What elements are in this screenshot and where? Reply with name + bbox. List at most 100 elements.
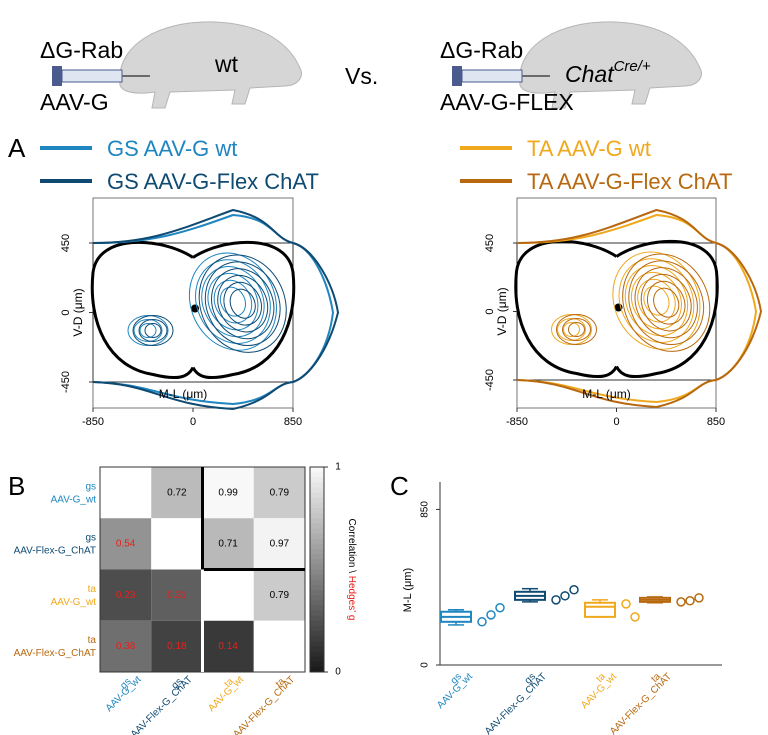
y-axis-label: V-D (μm) [495,287,509,335]
x-axis-label: M-L (μm) [582,387,630,401]
colorbar-step [310,554,324,560]
marginal-density [292,242,335,383]
colorbar-step [310,492,324,499]
heatmap-value: 0.72 [167,487,187,498]
contour [622,253,711,352]
heatmap-cell-empty [151,518,203,570]
contour [557,318,586,341]
y-tick-label: 450 [484,234,496,252]
contour [139,323,157,338]
marginal-density [516,213,717,244]
contour [133,319,163,342]
heatmap-cell [253,467,305,519]
heatmap-cell [253,569,305,621]
legend-label: GS AAV-G wt [107,136,237,161]
colorbar-step [310,625,324,632]
data-point [569,585,579,595]
y-tick-label: 0 [420,662,431,668]
plot-axes [516,242,717,381]
panel-label: C [390,471,409,501]
row-label: gs [85,481,96,492]
heatmap-cell [100,569,152,621]
data-point [486,610,496,620]
y-tick-label: -450 [484,369,496,391]
contour [211,268,275,340]
category-label: AAV-Flex-G_ChAT [608,671,674,735]
colorbar-step [310,610,324,617]
colorbar-step [310,559,324,565]
heatmap-cell-empty [253,620,305,672]
header-text: AAV-G [40,89,109,115]
colorbar-step [310,487,324,494]
colorbar-step [310,518,324,524]
colorbar-step [310,549,324,555]
data-point [477,617,487,627]
x-tick-label: 0 [190,416,196,428]
y-axis-label: M-L (μm) [402,568,414,612]
colorbar-step [310,661,324,668]
heatmap-cell-empty [100,467,152,519]
row-label: AAV-Flex-G_ChAT [14,648,96,659]
colorbar-step [310,543,324,550]
marginal-density [715,242,763,381]
contour [223,281,262,326]
contour [195,259,271,344]
data-point [685,596,695,606]
contour [219,286,247,317]
contour [188,252,277,351]
colorbar-step [310,497,324,504]
marginal-density [292,242,340,383]
heatmap-cell [202,467,254,519]
row-label: ta [88,635,97,646]
header-text: ΔG-Rab [40,37,123,63]
contour [568,322,585,337]
header-text: ChatCre/+ [565,58,651,87]
syringe [52,66,550,86]
x-tick-label: 0 [613,416,619,428]
x-tick-label: 850 [707,416,725,428]
colorbar-step [310,620,324,627]
y-tick-label: 0 [484,308,496,314]
contour [138,319,168,342]
heatmap-value: 0.99 [218,487,238,498]
header-text: AAV-G-FLEX [440,89,574,115]
colorbar-step [310,579,324,586]
colorbar-step [310,523,324,529]
legend-label: TA AAV-G-Flex ChAT [527,169,732,194]
colorbar-step [310,467,324,473]
heatmap-cell [151,620,203,672]
row-label: AAV-G_wt [51,597,97,608]
row-label: ta [88,584,97,595]
data-point [694,593,704,603]
marginal-density [516,379,717,409]
contour [213,279,253,324]
x-tick-label: -850 [506,416,528,428]
heatmap-cell [253,518,305,570]
colorbar-label-part: Correlation \ [346,519,357,576]
heatmap-value: 0.71 [218,539,238,550]
heatmap-cell [202,518,254,570]
header-text: ΔG-Rab [440,37,523,63]
heatmap-cell [100,518,152,570]
contour [643,285,670,316]
marginal-density [92,381,294,411]
header-text: Chat [565,61,615,87]
contour [204,261,281,347]
colorbar-step [310,564,324,570]
heatmap-cell [100,620,152,672]
contour [556,314,597,345]
y-tick-label: -450 [60,371,72,393]
colorbar-step [310,646,324,652]
contour [229,288,256,319]
y-axis-label: V-D (μm) [71,288,85,336]
contour [634,267,698,339]
heatmap-value: 0.54 [116,539,136,550]
contour [612,251,701,350]
data-point [551,595,561,605]
contour [132,315,174,346]
colorbar-step [310,651,324,658]
panel-label: B [8,471,25,501]
legend-label: GS AAV-G-Flex ChAT [107,169,319,194]
data-point [630,612,640,622]
